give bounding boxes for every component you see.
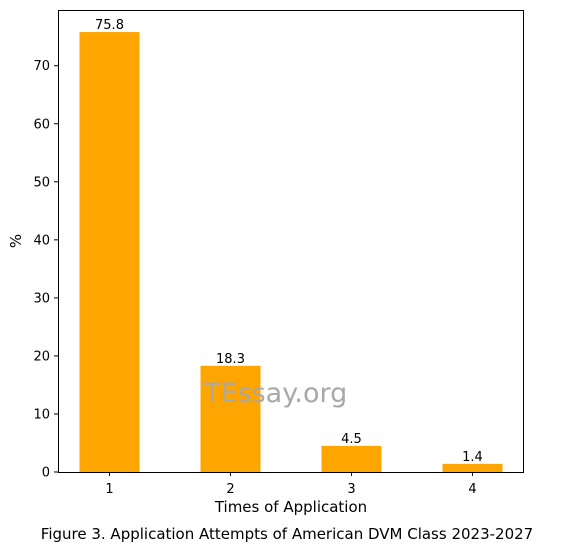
data-label-2: 18.3 <box>216 352 245 367</box>
y-axis-title: % <box>7 234 25 248</box>
bars-layer <box>79 32 503 473</box>
y-axis: 0 10 20 30 40 50 60 70 <box>33 59 58 481</box>
y-tick-label: 0 <box>42 466 50 481</box>
bar-2 <box>200 365 261 472</box>
y-tick-label: 20 <box>33 349 50 364</box>
x-tick-label: 1 <box>105 482 113 497</box>
data-label-3: 4.5 <box>341 432 362 447</box>
y-tick-label: 50 <box>33 175 50 190</box>
bar-1 <box>79 32 140 473</box>
y-tick-label: 40 <box>33 233 50 248</box>
x-axis: 1 2 3 4 <box>105 472 477 497</box>
figure-caption: Figure 3. Application Attempts of Americ… <box>40 525 534 543</box>
x-axis-title: Times of Application <box>214 498 367 516</box>
x-tick-label: 3 <box>347 482 355 497</box>
bar-chart: 75.8 18.3 4.5 1.4 0 10 20 30 40 50 60 70 1 2 3 4 % Ti… <box>7 10 524 516</box>
watermark: TEssay.org <box>203 378 347 409</box>
x-tick-label: 4 <box>468 482 476 497</box>
data-labels-layer: 75.8 18.3 4.5 1.4 <box>95 18 483 465</box>
bar-3 <box>321 445 382 472</box>
y-tick-label: 60 <box>33 117 50 132</box>
data-label-4: 1.4 <box>462 450 483 465</box>
bar-4 <box>442 463 503 472</box>
y-tick-label: 70 <box>33 59 50 74</box>
y-tick-label: 10 <box>33 407 50 422</box>
data-label-1: 75.8 <box>95 18 124 33</box>
x-tick-label: 2 <box>226 482 234 497</box>
y-tick-label: 30 <box>33 291 50 306</box>
plot-frame <box>58 10 524 473</box>
